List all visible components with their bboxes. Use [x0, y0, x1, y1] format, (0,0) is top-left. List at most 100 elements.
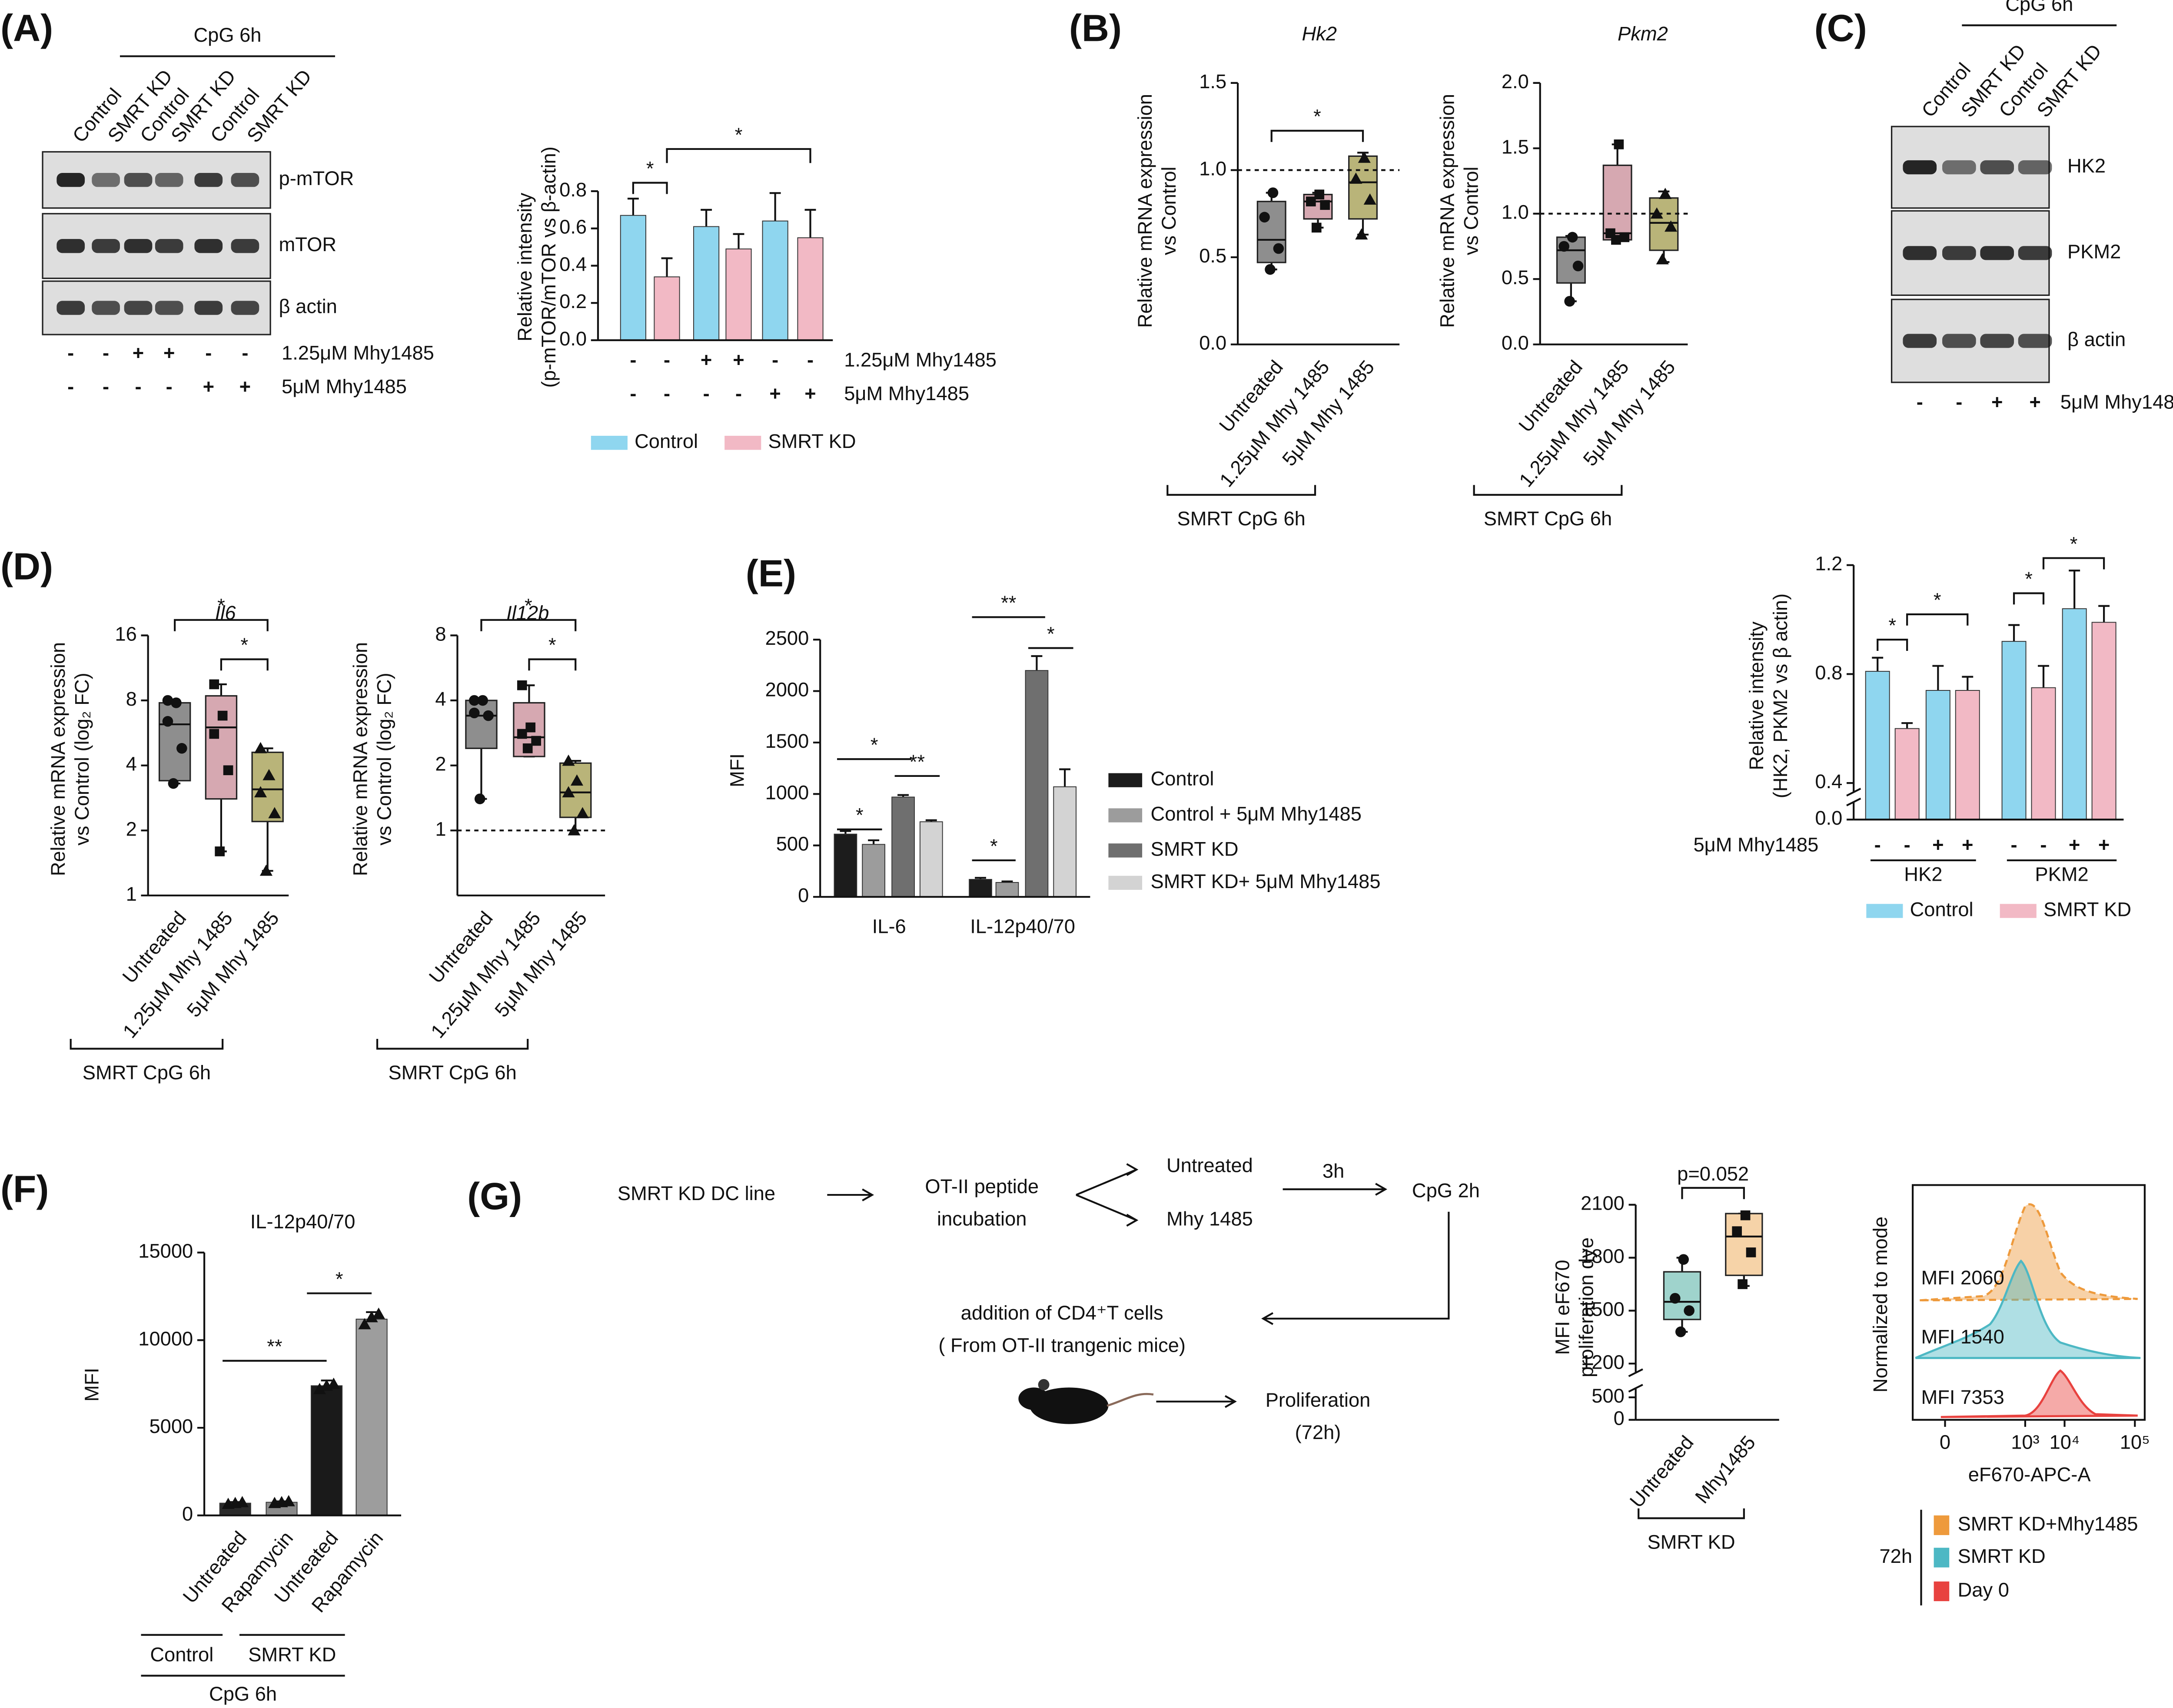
bar: [356, 1319, 388, 1516]
data-point: [176, 743, 187, 754]
bar: [654, 276, 680, 341]
bar: [762, 220, 788, 341]
axis-break: [1628, 1383, 1643, 1393]
band-label: β actin: [279, 295, 337, 318]
data-point: [1267, 187, 1279, 198]
data-point: [1605, 228, 1615, 239]
significance-bracket: [2013, 592, 2045, 605]
bar: [969, 879, 992, 898]
bar: [862, 844, 885, 898]
y-tick-label: 0.5: [1199, 245, 1226, 267]
blot-band: [1903, 160, 1937, 175]
significance-label: *: [2025, 568, 2033, 590]
y-tick-label: 0.0: [1199, 332, 1226, 354]
data-point: [1358, 151, 1371, 163]
arrow: [1076, 1194, 1137, 1221]
significance-bracket: [528, 658, 577, 671]
x-tick-label: Mhy1485: [1691, 1431, 1760, 1507]
workflow-step: Untreated: [1166, 1154, 1253, 1176]
significance-label: *: [871, 734, 878, 756]
significance-bracket: [2042, 557, 2105, 570]
blot-band: [56, 172, 85, 187]
group-bracket: [376, 1038, 529, 1050]
sign: +: [1962, 834, 1973, 856]
y-tick-label: 10000: [138, 1327, 193, 1350]
y-axis-label: MFI eF670: [1552, 1260, 1574, 1355]
panel-label: (G): [467, 1175, 522, 1217]
axis-break: [1846, 788, 1861, 797]
data-point: [477, 695, 488, 706]
data-point: [1614, 139, 1624, 149]
sign: -: [1917, 391, 1923, 413]
sign: +: [163, 342, 175, 364]
sign: -: [703, 382, 710, 405]
panel-label: (E): [746, 552, 796, 595]
sign: -: [103, 342, 109, 364]
significance-label: **: [910, 751, 925, 773]
group-label: SMRT KD: [1647, 1531, 1735, 1553]
sign: -: [772, 348, 778, 371]
y-tick-label: 2.0: [1502, 70, 1529, 93]
legend-swatch: [591, 435, 628, 450]
y-tick-label: 500: [1592, 1385, 1625, 1407]
band-label: β actin: [2067, 328, 2126, 351]
data-point: [1567, 232, 1578, 243]
significance-bracket: [1906, 613, 1969, 626]
blot-band: [124, 172, 153, 187]
bar: [620, 215, 646, 341]
x-tick-label: 10⁴: [2050, 1431, 2080, 1453]
y-tick-label: 1800: [1581, 1245, 1625, 1267]
blot-band: [1942, 334, 1976, 348]
y-tick-label: 0.6: [559, 216, 587, 238]
box: [158, 702, 191, 782]
bar: [1025, 670, 1049, 898]
y-axis-label: vs Control: [1460, 166, 1482, 255]
panel-label: (A): [0, 7, 53, 49]
y-tick-label: 0: [798, 884, 809, 906]
y-tick-label: 8: [126, 688, 137, 710]
sign: -: [1956, 391, 1962, 413]
data-point: [209, 729, 219, 739]
data-point: [570, 774, 584, 786]
histogram: [1915, 1259, 2141, 1359]
blot-band: [194, 301, 223, 315]
bar: [2091, 622, 2117, 820]
data-point: [562, 754, 575, 766]
significance-bracket: [666, 148, 811, 163]
legend-swatch: [1108, 808, 1143, 822]
y-axis-label: Relative intensity: [1745, 621, 1768, 770]
group-label: HK2: [1904, 863, 1942, 886]
mfi-label: MFI 2060: [1921, 1267, 2004, 1289]
data-point: [327, 1377, 340, 1389]
blot-band: [1980, 160, 2014, 175]
data-point: [1320, 200, 1330, 210]
data-point: [162, 695, 173, 706]
y-tick-label: 15000: [138, 1240, 193, 1262]
data-point: [1675, 1326, 1686, 1337]
data-point: [1656, 253, 1669, 265]
bar: [1925, 690, 1950, 820]
y-tick-label: 0.4: [1815, 770, 1842, 793]
significance-bracket: [220, 658, 269, 671]
blot-band: [1980, 334, 2014, 348]
data-point: [1740, 1210, 1751, 1220]
y-tick-label: 2100: [1581, 1192, 1625, 1214]
data-point: [525, 722, 536, 733]
axis-break: [1628, 1368, 1643, 1377]
significance-label: *: [735, 124, 743, 146]
y-axis-label: MFI: [726, 753, 748, 787]
legend-label: SMRT KD: [768, 430, 856, 452]
blot-band: [194, 239, 223, 253]
treatment-label: 1.25μM Mhy1485: [844, 348, 997, 371]
significance-label: **: [1001, 592, 1016, 614]
data-point: [1355, 228, 1368, 240]
sign: -: [135, 375, 141, 398]
y-axis-label: MFI: [80, 1368, 103, 1402]
data-point: [168, 778, 179, 789]
histogram: [1920, 1203, 2138, 1302]
y-axis-label: (p-mTOR/mTOR vs β-actin): [538, 146, 560, 388]
data-point: [254, 786, 267, 798]
bar: [1894, 728, 1920, 820]
data-point: [1572, 260, 1584, 272]
